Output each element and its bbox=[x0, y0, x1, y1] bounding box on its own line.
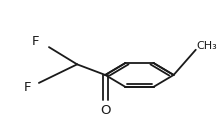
Text: F: F bbox=[32, 35, 40, 48]
Text: CH₃: CH₃ bbox=[197, 41, 217, 51]
Text: F: F bbox=[24, 81, 32, 94]
Text: O: O bbox=[100, 104, 111, 117]
